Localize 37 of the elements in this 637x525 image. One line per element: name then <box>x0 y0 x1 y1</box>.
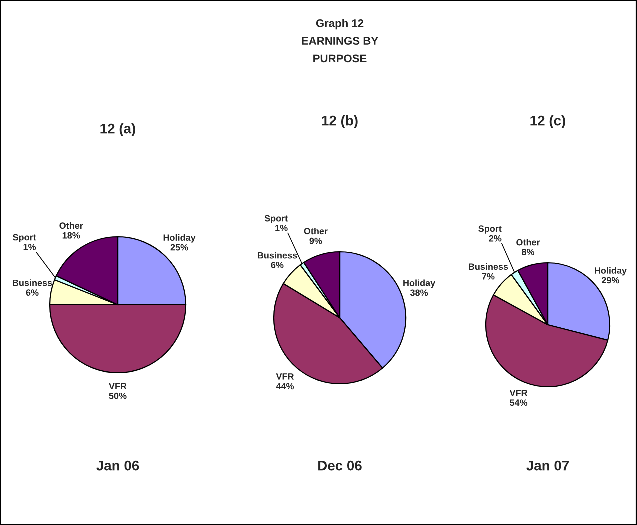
slice-label: Sport <box>264 215 288 224</box>
slice-label: Other <box>304 228 328 235</box>
data-label: 6% <box>26 290 39 296</box>
text: Dec 06 <box>318 460 362 471</box>
slice-label: Sport <box>478 226 502 234</box>
chart-title: 12 (a) <box>100 124 136 136</box>
slice-label: Sport <box>13 234 36 242</box>
slice-label: Other <box>516 239 540 246</box>
slice-label: Holiday <box>164 234 196 243</box>
data-label: 50% <box>109 392 127 400</box>
data-label: 18% <box>62 232 80 239</box>
slice-label: Other <box>60 222 84 230</box>
data-label: 2% <box>489 235 502 242</box>
data-label: 6% <box>271 262 284 268</box>
slice-label: Business <box>13 280 52 286</box>
data-label: 7% <box>482 273 495 280</box>
slice-label: Business <box>469 263 508 270</box>
data-label: 8% <box>522 249 535 256</box>
text: Jan 07 <box>526 460 570 471</box>
data-label: 54% <box>510 400 528 406</box>
chart-title: 12 (b) <box>322 116 358 128</box>
data-label: 1% <box>24 244 36 250</box>
slice-label: VFR <box>510 390 528 396</box>
slice-label: VFR <box>276 374 294 380</box>
data-label: 44% <box>276 383 294 390</box>
slice-label: Holiday <box>404 280 436 288</box>
data-label: 29% <box>602 277 620 284</box>
data-label: 1% <box>276 225 288 232</box>
slice-label: Business <box>258 252 298 259</box>
data-label: 25% <box>170 244 188 251</box>
text: Jan 06 <box>96 460 140 471</box>
data-label: 38% <box>410 290 428 296</box>
chart-title: 12 (c) <box>530 116 566 128</box>
slice-label: VFR <box>109 383 127 390</box>
data-label: 9% <box>310 238 322 244</box>
slice-label: Holiday <box>595 267 627 276</box>
caption: Graph 12 EARNINGS BY PURPOSE <box>302 19 378 63</box>
